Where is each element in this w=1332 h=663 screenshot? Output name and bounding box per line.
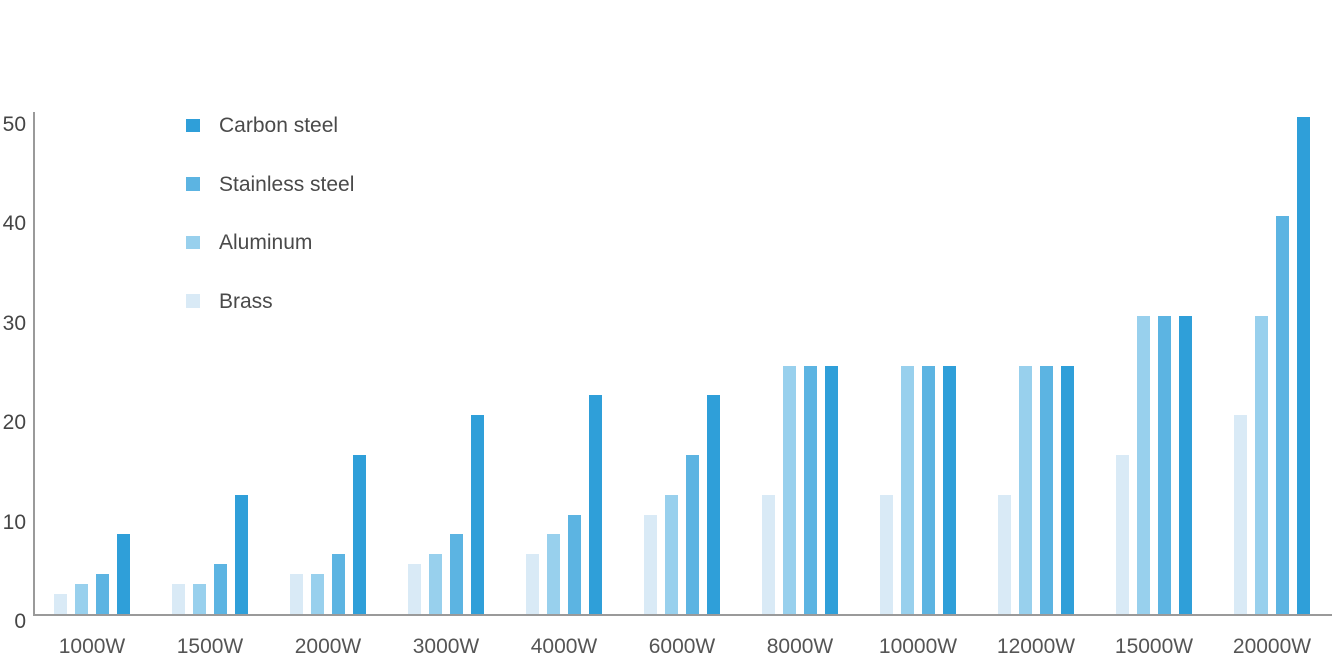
bar-brass-3000w: [408, 564, 421, 614]
legend-swatch-carbon-steel: [186, 118, 200, 132]
bar-aluminum-6000w: [665, 494, 678, 614]
bar-stainless-steel-15000w: [1158, 315, 1171, 614]
bar-carbon-steel-15000w: [1179, 315, 1192, 614]
bar-aluminum-3000w: [429, 554, 442, 614]
bar-brass-20000w: [1234, 415, 1247, 614]
legend-label: Stainless steel: [219, 172, 355, 196]
bar-stainless-steel-1000w: [96, 574, 109, 614]
y-tick-label: 50: [2, 113, 26, 136]
legend-swatch-stainless-steel: [186, 177, 200, 191]
x-category-label: 6000W: [648, 635, 716, 658]
y-tick-label: 40: [2, 212, 26, 236]
bar-carbon-steel-6000w: [707, 395, 720, 614]
bar-carbon-steel-4000w: [589, 395, 602, 614]
bar-brass-12000w: [998, 494, 1011, 614]
bar-stainless-steel-10000w: [922, 365, 935, 614]
bar-aluminum-4000w: [547, 534, 560, 614]
bar-brass-1500w: [172, 584, 185, 614]
bar-carbon-steel-2000w: [353, 454, 366, 614]
bar-carbon-steel-3000w: [471, 415, 484, 614]
bar-brass-1000w: [54, 594, 67, 614]
legend-label: Carbon steel: [219, 114, 339, 137]
x-category-label: 1000W: [58, 635, 126, 658]
x-axis-line: [33, 614, 1332, 616]
bar-stainless-steel-4000w: [568, 514, 581, 614]
bar-carbon-steel-12000w: [1061, 365, 1074, 614]
bar-aluminum-8000w: [783, 365, 796, 614]
bar-stainless-steel-12000w: [1040, 365, 1053, 614]
bar-brass-6000w: [644, 514, 657, 614]
y-tick-label: 0: [14, 610, 26, 633]
x-category-label: 8000W: [766, 635, 834, 658]
bar-aluminum-15000w: [1137, 315, 1150, 614]
bar-carbon-steel-10000w: [943, 365, 956, 614]
bar-stainless-steel-8000w: [804, 365, 817, 614]
legend-swatch-aluminum: [186, 235, 200, 249]
bar-stainless-steel-1500w: [214, 564, 227, 614]
legend-label: Aluminum: [219, 231, 313, 254]
bar-aluminum-2000w: [311, 574, 324, 614]
bar-stainless-steel-3000w: [450, 534, 463, 614]
bar-brass-8000w: [762, 494, 775, 614]
bar-stainless-steel-20000w: [1276, 216, 1289, 614]
x-category-label: 1500W: [176, 635, 244, 658]
bar-stainless-steel-2000w: [332, 554, 345, 614]
bar-carbon-steel-1000w: [117, 534, 130, 614]
bar-stainless-steel-6000w: [686, 454, 699, 614]
bar-aluminum-20000w: [1255, 315, 1268, 614]
bar-brass-4000w: [526, 554, 539, 614]
bar-carbon-steel-1500w: [235, 494, 248, 614]
bar-brass-2000w: [290, 574, 303, 614]
bar-carbon-steel-8000w: [825, 365, 838, 614]
bar-brass-10000w: [880, 494, 893, 614]
bar-aluminum-1500w: [193, 584, 206, 614]
bar-brass-15000w: [1116, 454, 1129, 614]
y-axis-line: [33, 112, 35, 614]
x-category-label: 12000W: [996, 635, 1076, 658]
bar-aluminum-10000w: [901, 365, 914, 614]
x-category-label: 20000W: [1232, 635, 1312, 658]
x-category-label: 10000W: [878, 635, 958, 658]
legend-swatch-brass: [186, 294, 200, 308]
bar-aluminum-12000w: [1019, 365, 1032, 614]
legend-label: Brass: [219, 289, 273, 313]
x-category-label: 3000W: [412, 635, 480, 658]
y-tick-label: 10: [2, 510, 26, 534]
y-tick-label: 30: [2, 311, 26, 335]
x-category-label: 2000W: [294, 635, 362, 658]
bar-carbon-steel-20000w: [1297, 117, 1310, 614]
y-tick-label: 20: [2, 411, 26, 435]
x-category-label: 15000W: [1114, 635, 1194, 658]
bar-aluminum-1000w: [75, 584, 88, 614]
x-category-label: 4000W: [530, 635, 598, 658]
